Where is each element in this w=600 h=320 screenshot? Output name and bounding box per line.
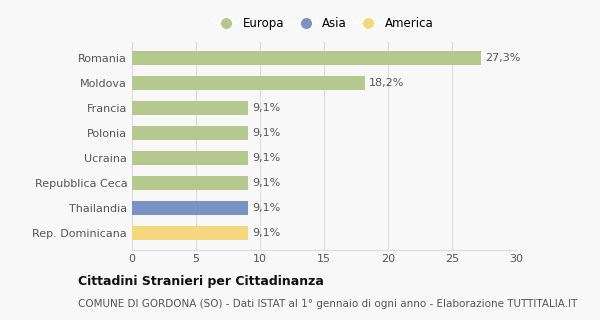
Text: 9,1%: 9,1% <box>253 203 281 213</box>
Text: Cittadini Stranieri per Cittadinanza: Cittadini Stranieri per Cittadinanza <box>78 275 324 288</box>
Text: 9,1%: 9,1% <box>253 178 281 188</box>
Text: 9,1%: 9,1% <box>253 128 281 138</box>
Bar <box>132 176 248 190</box>
Bar <box>132 201 248 215</box>
Legend: Europa, Asia, America: Europa, Asia, America <box>210 12 438 35</box>
Text: 27,3%: 27,3% <box>485 53 521 63</box>
Bar <box>132 101 248 115</box>
Bar <box>132 151 248 165</box>
Bar <box>132 126 248 140</box>
Bar <box>132 51 481 65</box>
Text: 9,1%: 9,1% <box>253 103 281 113</box>
Text: COMUNE DI GORDONA (SO) - Dati ISTAT al 1° gennaio di ogni anno - Elaborazione TU: COMUNE DI GORDONA (SO) - Dati ISTAT al 1… <box>78 299 577 309</box>
Text: 18,2%: 18,2% <box>369 78 404 88</box>
Bar <box>132 76 365 90</box>
Text: 9,1%: 9,1% <box>253 228 281 238</box>
Text: 9,1%: 9,1% <box>253 153 281 163</box>
Bar <box>132 226 248 240</box>
